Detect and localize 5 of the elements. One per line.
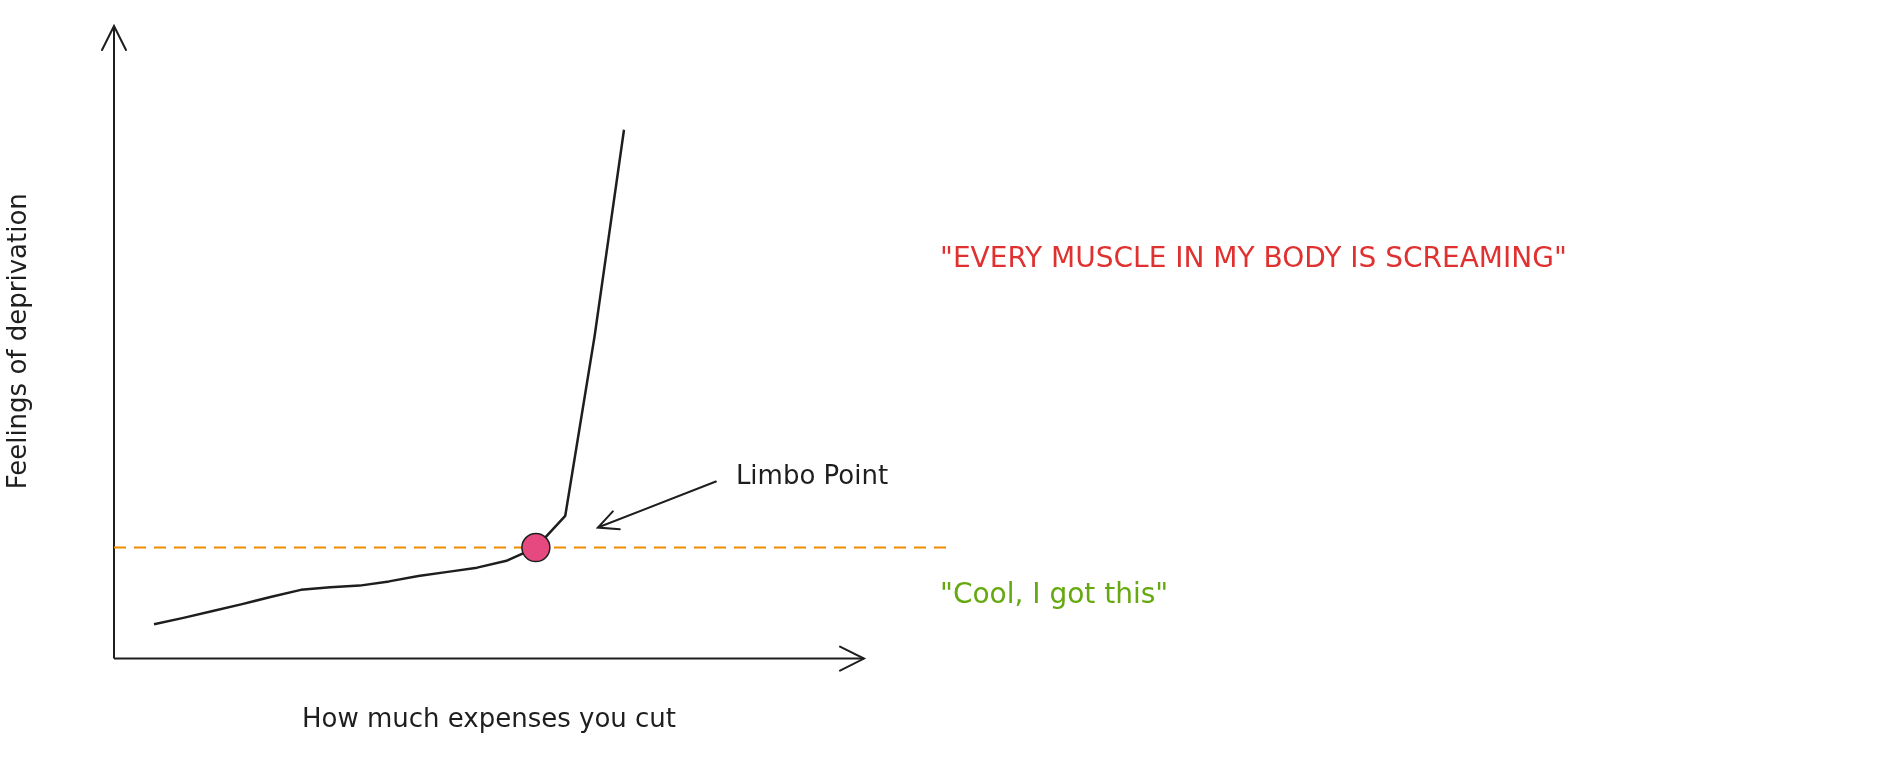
x-axis-title: How much expenses you cut — [301, 703, 677, 734]
y-axis-title: Feelings of deprivation — [2, 193, 33, 490]
text: Limbo Point — [735, 460, 889, 491]
text: "Cool, I got this" — [940, 577, 1169, 611]
text: "EVERY MUSCLE IN MY BODY IS SCREAMING" — [940, 241, 1567, 275]
